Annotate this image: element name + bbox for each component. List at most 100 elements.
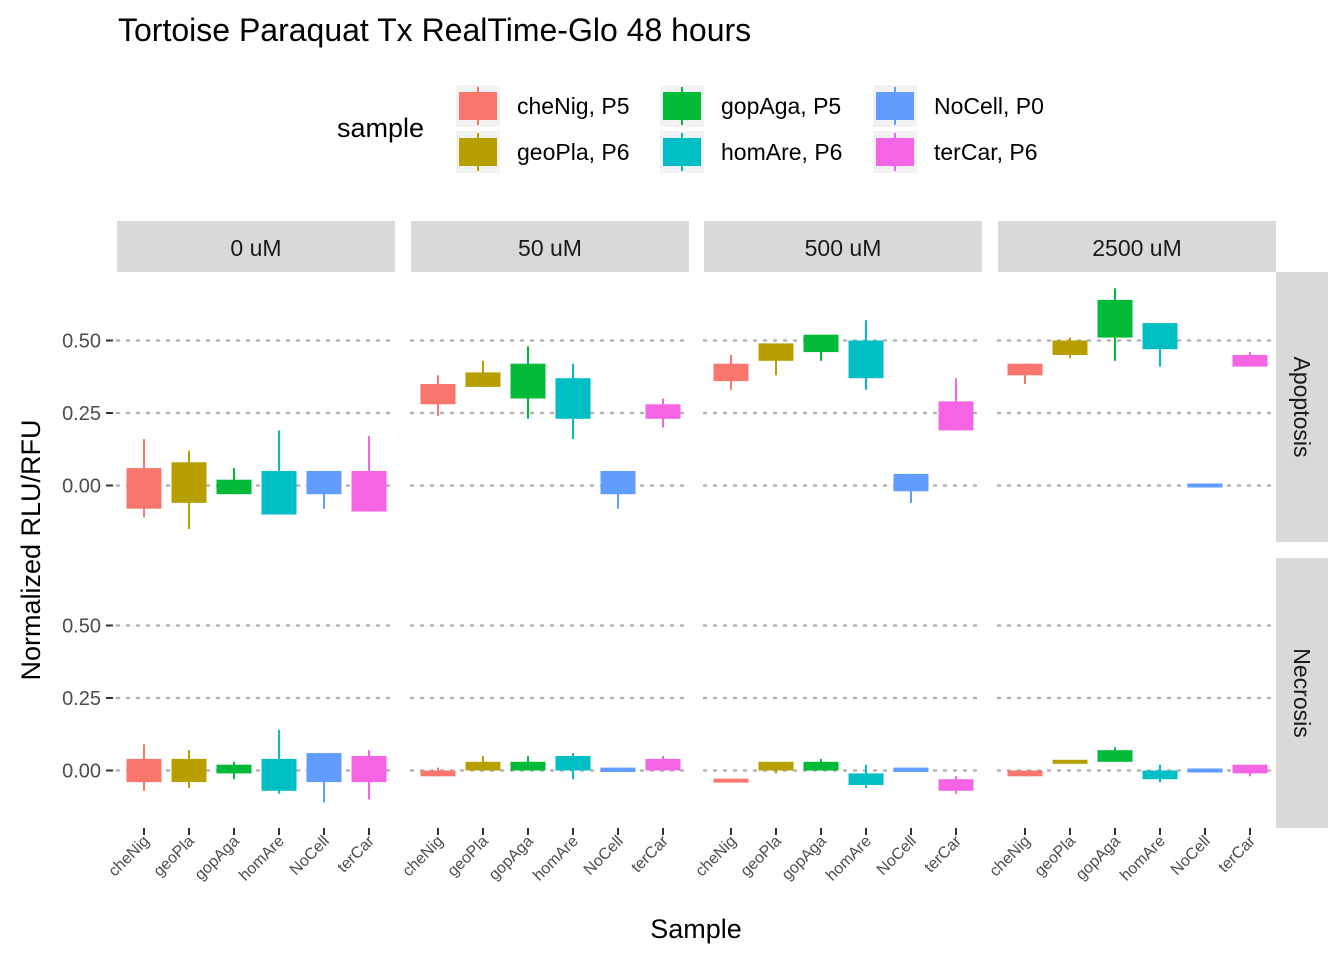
box-NoCell	[600, 767, 636, 772]
box-homAre	[848, 340, 884, 379]
x-tick-label: NoCell	[1168, 833, 1214, 879]
x-tick-label: terCar	[334, 832, 378, 876]
facet-strip-top	[117, 221, 395, 272]
legend-label: NoCell, P0	[934, 93, 1044, 119]
box-geoPla	[758, 343, 794, 361]
y-tick-label: 0.50	[62, 331, 101, 353]
facet-strip-label: Apoptosis	[1289, 356, 1315, 457]
box-homAre	[555, 756, 591, 771]
facet-strip-label: 500 uM	[805, 235, 882, 261]
box-cheNig	[126, 758, 162, 783]
legend-key	[660, 85, 704, 127]
box-cheNig	[713, 363, 749, 382]
box-gopAga	[510, 363, 546, 399]
legend-key	[873, 85, 917, 127]
x-tick-label: geoPla	[738, 833, 785, 880]
chart-title: Tortoise Paraquat Tx RealTime-Glo 48 hou…	[118, 12, 752, 48]
y-axis-title: Normalized RLU/RFU	[16, 419, 46, 680]
y-tick-label: 0.25	[62, 688, 101, 710]
legend-label: gopAga, P5	[721, 93, 842, 119]
box-geoPla	[171, 462, 207, 503]
box-gopAga	[803, 761, 839, 771]
box-terCar	[351, 471, 387, 512]
box-geoPla	[465, 761, 501, 771]
box-gopAga	[1097, 299, 1133, 338]
facet-strip-right	[1276, 558, 1328, 828]
legend-key	[456, 85, 500, 127]
box-terCar	[938, 401, 974, 431]
x-tick-label: homAre	[823, 833, 875, 885]
facet-strip-label: 2500 uM	[1092, 235, 1182, 261]
box-cheNig	[126, 468, 162, 509]
gridlines	[115, 339, 1278, 772]
x-tick-label: cheNig	[987, 833, 1034, 880]
box-terCar	[351, 756, 387, 783]
legend-key	[456, 131, 500, 173]
box-homAre	[1142, 770, 1178, 780]
x-tick-label: cheNig	[106, 833, 153, 880]
box-cheNig	[420, 770, 456, 777]
y-tick-label: 0.00	[62, 761, 101, 783]
box-NoCell	[893, 767, 929, 772]
facet-strip-right	[1276, 272, 1328, 542]
box-cheNig	[1007, 363, 1043, 376]
box-terCar	[1232, 355, 1268, 367]
box-gopAga	[803, 334, 839, 353]
x-tick-label: cheNig	[693, 833, 740, 880]
x-tick-label: NoCell	[287, 833, 333, 879]
facet-strips: 0 uM 50 uM 500 uM 2500 uM Apoptosis Necrosis	[117, 221, 1328, 828]
x-tick-label: geoPla	[445, 833, 492, 880]
x-tick-label: cheNig	[400, 833, 447, 880]
box-terCar	[645, 404, 681, 419]
box-gopAga	[1097, 750, 1133, 762]
facet-strip-label: 0 uM	[230, 235, 281, 261]
x-tick-label: homAre	[1117, 833, 1169, 885]
x-tick-label: terCar	[921, 832, 965, 876]
box-NoCell	[306, 753, 342, 783]
box-homAre	[1142, 323, 1178, 350]
facet-strip-top	[998, 221, 1276, 272]
box-geoPla	[171, 758, 207, 783]
legend-label: terCar, P6	[934, 139, 1038, 165]
legend-label: homAre, P6	[721, 139, 843, 165]
box-homAre	[848, 773, 884, 785]
box-NoCell	[1187, 483, 1223, 488]
facet-strip-label: 50 uM	[518, 235, 582, 261]
y-tick-label: 0.00	[62, 476, 101, 498]
box-geoPla	[465, 372, 501, 387]
x-tick-label: homAre	[236, 833, 288, 885]
x-tick-label: gopAga	[1073, 833, 1124, 884]
legend-key	[660, 131, 704, 173]
legend-key	[873, 131, 917, 173]
facet-strip-top	[704, 221, 982, 272]
legend-label: cheNig, P5	[517, 93, 630, 119]
y-tick-label: 0.50	[62, 616, 101, 638]
box-NoCell	[600, 471, 636, 495]
boxplots	[126, 288, 1268, 803]
box-homAre	[555, 378, 591, 419]
box-cheNig	[713, 778, 749, 783]
facet-strip-top	[411, 221, 689, 272]
box-NoCell	[893, 473, 929, 492]
x-tick-label: gopAga	[779, 833, 830, 884]
x-tick-label: geoPla	[1032, 833, 1079, 880]
box-geoPla	[1052, 759, 1088, 764]
box-homAre	[261, 471, 297, 515]
x-tick-label: gopAga	[192, 833, 243, 884]
x-tick-label: terCar	[1215, 832, 1259, 876]
legend-label: geoPla, P6	[517, 139, 630, 165]
x-tick-label: NoCell	[581, 833, 627, 879]
legend-title: sample	[337, 113, 425, 143]
box-gopAga	[216, 479, 252, 495]
y-tick-label: 0.25	[62, 403, 101, 425]
box-NoCell	[306, 471, 342, 495]
box-NoCell	[1187, 768, 1223, 773]
x-tick-label: gopAga	[486, 833, 537, 884]
x-tick-label: terCar	[628, 832, 672, 876]
box-homAre	[261, 758, 297, 791]
facet-strip-label: Necrosis	[1289, 648, 1315, 737]
box-cheNig	[1007, 770, 1043, 777]
box-gopAga	[510, 761, 546, 771]
x-axis-title: Sample	[650, 914, 742, 944]
